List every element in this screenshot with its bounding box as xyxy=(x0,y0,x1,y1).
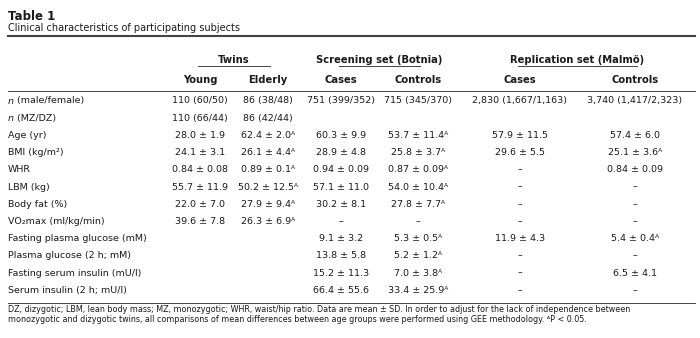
Text: 30.2 ± 8.1: 30.2 ± 8.1 xyxy=(316,200,366,209)
Text: –: – xyxy=(517,165,522,174)
Text: –: – xyxy=(517,217,522,226)
Text: 28.9 ± 4.8: 28.9 ± 4.8 xyxy=(316,148,366,157)
Text: n: n xyxy=(8,114,14,123)
Text: Controls: Controls xyxy=(611,75,659,85)
Text: 55.7 ± 11.9: 55.7 ± 11.9 xyxy=(172,183,228,192)
Text: 751 (399/352): 751 (399/352) xyxy=(307,97,375,105)
Text: –: – xyxy=(517,251,522,260)
Text: 22.0 ± 7.0: 22.0 ± 7.0 xyxy=(175,200,225,209)
Text: 33.4 ± 25.9ᴬ: 33.4 ± 25.9ᴬ xyxy=(388,286,448,295)
Text: BMI (kg/m²): BMI (kg/m²) xyxy=(8,148,64,157)
Text: Serum insulin (2 h; mU/l): Serum insulin (2 h; mU/l) xyxy=(8,286,127,295)
Text: 57.9 ± 11.5: 57.9 ± 11.5 xyxy=(492,131,548,140)
Text: Table 1: Table 1 xyxy=(8,10,55,23)
Text: 24.1 ± 3.1: 24.1 ± 3.1 xyxy=(175,148,225,157)
Text: 0.89 ± 0.1ᴬ: 0.89 ± 0.1ᴬ xyxy=(241,165,295,174)
Text: 110 (60/50): 110 (60/50) xyxy=(172,97,228,105)
Text: 66.4 ± 55.6: 66.4 ± 55.6 xyxy=(313,286,369,295)
Text: Controls: Controls xyxy=(394,75,442,85)
Text: DZ, dizygotic; LBM, lean body mass; MZ, monozygotic; WHR, waist/hip ratio. Data : DZ, dizygotic; LBM, lean body mass; MZ, … xyxy=(8,306,630,314)
Text: 0.84 ± 0.09: 0.84 ± 0.09 xyxy=(607,165,663,174)
Text: 9.1 ± 3.2: 9.1 ± 3.2 xyxy=(319,234,363,243)
Text: –: – xyxy=(517,200,522,209)
Text: (MZ/DZ): (MZ/DZ) xyxy=(14,114,56,123)
Text: 11.9 ± 4.3: 11.9 ± 4.3 xyxy=(495,234,545,243)
Text: Age (yr): Age (yr) xyxy=(8,131,46,140)
Text: –: – xyxy=(633,217,638,226)
Text: –: – xyxy=(517,268,522,277)
Text: LBM (kg): LBM (kg) xyxy=(8,183,50,192)
Text: 25.1 ± 3.6ᴬ: 25.1 ± 3.6ᴬ xyxy=(608,148,662,157)
Text: 60.3 ± 9.9: 60.3 ± 9.9 xyxy=(316,131,366,140)
Text: 27.9 ± 9.4ᴬ: 27.9 ± 9.4ᴬ xyxy=(241,200,295,209)
Text: 62.4 ± 2.0ᴬ: 62.4 ± 2.0ᴬ xyxy=(241,131,295,140)
Text: –: – xyxy=(517,286,522,295)
Text: 0.94 ± 0.09: 0.94 ± 0.09 xyxy=(313,165,369,174)
Text: WHR: WHR xyxy=(8,165,31,174)
Text: 28.0 ± 1.9: 28.0 ± 1.9 xyxy=(175,131,225,140)
Text: Elderly: Elderly xyxy=(248,75,288,85)
Text: 3,740 (1,417/2,323): 3,740 (1,417/2,323) xyxy=(587,97,682,105)
Text: 110 (66/44): 110 (66/44) xyxy=(172,114,228,123)
Text: –: – xyxy=(633,183,638,192)
Text: 5.4 ± 0.4ᴬ: 5.4 ± 0.4ᴬ xyxy=(611,234,659,243)
Text: Body fat (%): Body fat (%) xyxy=(8,200,67,209)
Text: 5.2 ± 1.2ᴬ: 5.2 ± 1.2ᴬ xyxy=(394,251,442,260)
Text: monozygotic and dizygotic twins, all comparisons of mean differences between age: monozygotic and dizygotic twins, all com… xyxy=(8,314,587,323)
Text: 57.4 ± 6.0: 57.4 ± 6.0 xyxy=(610,131,660,140)
Text: 50.2 ± 12.5ᴬ: 50.2 ± 12.5ᴬ xyxy=(238,183,298,192)
Text: –: – xyxy=(517,183,522,192)
Text: 86 (38/48): 86 (38/48) xyxy=(243,97,293,105)
Text: Plasma glucose (2 h; mM): Plasma glucose (2 h; mM) xyxy=(8,251,131,260)
Text: Fasting plasma glucose (mM): Fasting plasma glucose (mM) xyxy=(8,234,147,243)
Text: 54.0 ± 10.4ᴬ: 54.0 ± 10.4ᴬ xyxy=(388,183,448,192)
Text: Replication set (Malmö): Replication set (Malmö) xyxy=(510,55,645,65)
Text: –: – xyxy=(633,251,638,260)
Text: 53.7 ± 11.4ᴬ: 53.7 ± 11.4ᴬ xyxy=(388,131,448,140)
Text: 25.8 ± 3.7ᴬ: 25.8 ± 3.7ᴬ xyxy=(391,148,445,157)
Text: 27.8 ± 7.7ᴬ: 27.8 ± 7.7ᴬ xyxy=(391,200,445,209)
Text: 39.6 ± 7.8: 39.6 ± 7.8 xyxy=(175,217,225,226)
Text: (male/female): (male/female) xyxy=(14,97,84,105)
Text: 86 (42/44): 86 (42/44) xyxy=(243,114,293,123)
Text: 26.3 ± 6.9ᴬ: 26.3 ± 6.9ᴬ xyxy=(241,217,295,226)
Text: –: – xyxy=(633,200,638,209)
Text: Clinical characteristics of participating subjects: Clinical characteristics of participatin… xyxy=(8,23,240,33)
Text: 6.5 ± 4.1: 6.5 ± 4.1 xyxy=(613,268,657,277)
Text: 29.6 ± 5.5: 29.6 ± 5.5 xyxy=(495,148,545,157)
Text: n: n xyxy=(8,97,14,105)
Text: 0.84 ± 0.08: 0.84 ± 0.08 xyxy=(172,165,228,174)
Text: 2,830 (1,667/1,163): 2,830 (1,667/1,163) xyxy=(473,97,568,105)
Text: 0.87 ± 0.09ᴬ: 0.87 ± 0.09ᴬ xyxy=(388,165,448,174)
Text: –: – xyxy=(339,217,344,226)
Text: 5.3 ± 0.5ᴬ: 5.3 ± 0.5ᴬ xyxy=(394,234,442,243)
Text: 13.8 ± 5.8: 13.8 ± 5.8 xyxy=(316,251,366,260)
Text: 26.1 ± 4.4ᴬ: 26.1 ± 4.4ᴬ xyxy=(241,148,295,157)
Text: 57.1 ± 11.0: 57.1 ± 11.0 xyxy=(313,183,369,192)
Text: –: – xyxy=(633,286,638,295)
Text: Cases: Cases xyxy=(504,75,536,85)
Text: Twins: Twins xyxy=(218,55,250,65)
Text: 7.0 ± 3.8ᴬ: 7.0 ± 3.8ᴬ xyxy=(394,268,442,277)
Text: Cases: Cases xyxy=(325,75,357,85)
Text: 715 (345/370): 715 (345/370) xyxy=(384,97,452,105)
Text: Fasting serum insulin (mU/l): Fasting serum insulin (mU/l) xyxy=(8,268,141,277)
Text: 15.2 ± 11.3: 15.2 ± 11.3 xyxy=(313,268,369,277)
Text: VO₂max (ml/kg/min): VO₂max (ml/kg/min) xyxy=(8,217,104,226)
Text: Screening set (Botnia): Screening set (Botnia) xyxy=(316,55,442,65)
Text: –: – xyxy=(416,217,421,226)
Text: Young: Young xyxy=(183,75,217,85)
